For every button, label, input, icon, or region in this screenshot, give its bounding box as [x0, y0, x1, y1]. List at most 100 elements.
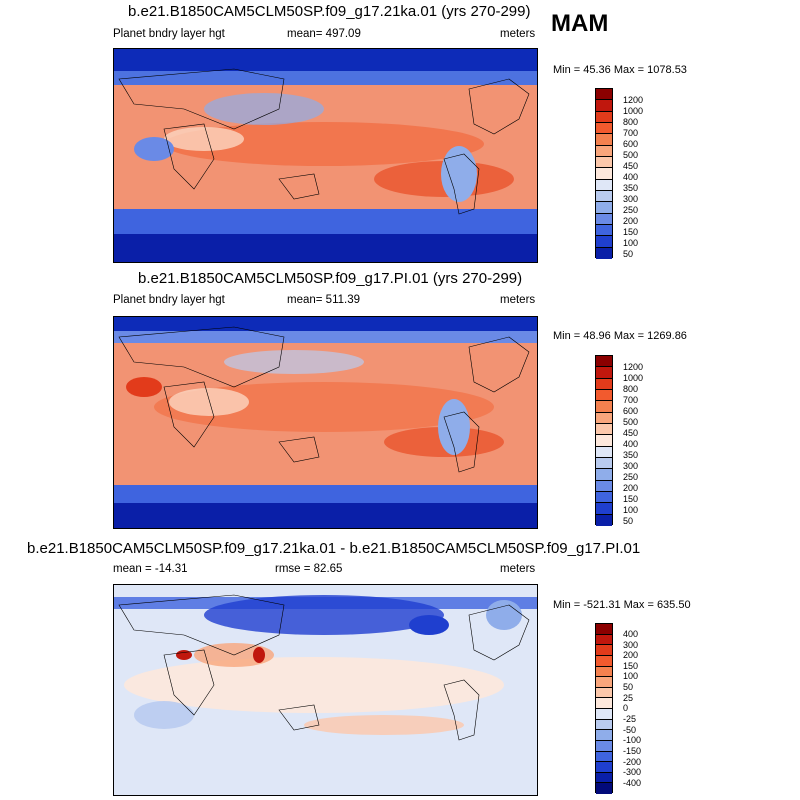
colorbar-label: 200 [623, 650, 639, 660]
colorbar-label: -400 [623, 778, 642, 788]
colorbar-box [596, 709, 612, 720]
colorbar-label: 1200 [623, 95, 644, 105]
colorbar-label: 300 [623, 194, 639, 204]
colorbar-box [596, 100, 612, 112]
panel1-colorbar [595, 88, 613, 259]
colorbar-box [596, 666, 612, 678]
colorbar-label: -50 [623, 725, 637, 735]
panel2-minmax: Min = 48.96 Max = 1269.86 [553, 330, 687, 342]
colorbar-box [596, 389, 612, 402]
panel2-mean: mean= 511.39 [287, 294, 360, 306]
colorbar-label: -100 [623, 735, 642, 745]
colorbar-label: -150 [623, 746, 642, 756]
panel2-units: meters [500, 294, 536, 306]
panel3-units: meters [500, 563, 536, 575]
colorbar-label: 150 [623, 494, 639, 504]
colorbar-label: 300 [623, 640, 639, 650]
colorbar-box [596, 783, 612, 794]
panel1-mean: mean= 497.09 [287, 28, 361, 40]
colorbar-label: 500 [623, 417, 639, 427]
colorbar-box [596, 719, 612, 731]
colorbar-box [596, 634, 612, 646]
colorbar-label: -200 [623, 757, 642, 767]
colorbar-box [596, 503, 612, 515]
colorbar-label: -25 [623, 714, 637, 724]
colorbar-box [596, 356, 612, 368]
colorbar-box [596, 89, 612, 101]
colorbar-label: 150 [623, 227, 639, 237]
colorbar-box [596, 190, 612, 203]
colorbar-label: 400 [623, 172, 639, 182]
colorbar-box [596, 491, 612, 504]
colorbar-label: 350 [623, 183, 639, 193]
panel1-field-svg [114, 49, 537, 262]
colorbar-box [596, 111, 612, 123]
panel2-map [113, 316, 538, 529]
panel2-variable: Planet bndry layer hgt [113, 294, 225, 306]
colorbar-label: 150 [623, 661, 639, 671]
panel1-variable: Planet bndry layer hgt [113, 28, 225, 40]
panel1-minmax: Min = 45.36 Max = 1078.53 [553, 64, 687, 76]
colorbar-label: 500 [623, 150, 639, 160]
panel3-field-svg [114, 585, 537, 795]
colorbar-label: 50 [623, 249, 634, 259]
colorbar-box [596, 446, 612, 458]
panel3-colorbar [595, 623, 613, 794]
colorbar-box [596, 134, 612, 146]
colorbar-label: 350 [623, 450, 639, 460]
colorbar-box [596, 412, 612, 424]
colorbar-box [596, 762, 612, 773]
colorbar-label: 450 [623, 161, 639, 171]
colorbar-label: 700 [623, 128, 639, 138]
colorbar-box [596, 401, 612, 413]
colorbar-label: 0 [623, 703, 629, 713]
colorbar-box [596, 435, 612, 447]
panel2-title: b.e21.B1850CAM5CLM50SP.f09_g17.PI.01 (yr… [138, 270, 523, 287]
colorbar-box [596, 514, 612, 526]
panel3-map [113, 584, 538, 796]
colorbar-label: 250 [623, 205, 639, 215]
colorbar-box [596, 145, 612, 157]
colorbar-box [596, 480, 612, 492]
panel1-units: meters [500, 28, 536, 40]
colorbar-box [596, 624, 612, 635]
colorbar-box [596, 655, 612, 667]
colorbar-box [596, 224, 612, 237]
colorbar-label: 400 [623, 629, 639, 639]
colorbar-box [596, 457, 612, 470]
colorbar-label: 600 [623, 139, 639, 149]
panel2-colorbar [595, 355, 613, 526]
colorbar-box [596, 213, 612, 225]
colorbar-box [596, 367, 612, 379]
colorbar-box [596, 469, 612, 481]
colorbar-label: 600 [623, 406, 639, 416]
panel1-title: b.e21.B1850CAM5CLM50SP.f09_g17.21ka.01 (… [128, 3, 531, 20]
panel1-map [113, 48, 538, 263]
colorbar-box [596, 423, 612, 436]
colorbar-box [596, 179, 612, 191]
panel3-rmse: rmse = 82.65 [275, 563, 343, 575]
colorbar-box [596, 236, 612, 248]
colorbar-box [596, 645, 612, 656]
colorbar-box [596, 740, 612, 752]
colorbar-label: 50 [623, 516, 634, 526]
colorbar-label: 100 [623, 505, 639, 515]
colorbar-box [596, 751, 612, 763]
colorbar-label: 400 [623, 439, 639, 449]
colorbar-label: 200 [623, 483, 639, 493]
colorbar-label: -300 [623, 767, 642, 777]
colorbar-label: 50 [623, 682, 634, 692]
colorbar-label: 800 [623, 384, 639, 394]
colorbar-label: 300 [623, 461, 639, 471]
panel3-mean: mean = -14.31 [113, 563, 188, 575]
colorbar-box [596, 122, 612, 135]
colorbar-box [596, 378, 612, 390]
colorbar-box [596, 156, 612, 169]
panel3-minmax: Min = -521.31 Max = 635.50 [553, 599, 691, 611]
colorbar-label: 1000 [623, 106, 644, 116]
colorbar-label: 250 [623, 472, 639, 482]
colorbar-box [596, 247, 612, 259]
colorbar-label: 1200 [623, 362, 644, 372]
panel2-field-svg [114, 317, 537, 528]
colorbar-label: 100 [623, 238, 639, 248]
